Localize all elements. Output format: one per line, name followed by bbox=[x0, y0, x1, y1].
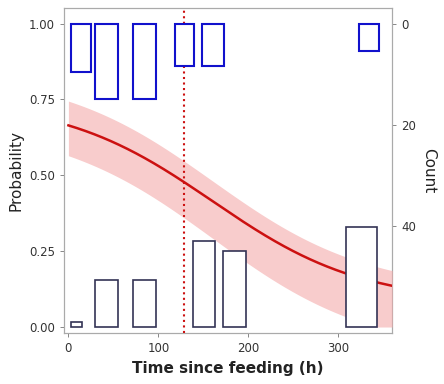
Bar bbox=[345, 227, 377, 327]
Bar bbox=[133, 280, 156, 327]
Bar bbox=[133, 23, 156, 99]
Bar bbox=[95, 280, 118, 327]
Bar bbox=[71, 23, 91, 72]
Y-axis label: Count: Count bbox=[420, 148, 436, 193]
X-axis label: Time since feeding (h): Time since feeding (h) bbox=[132, 361, 324, 376]
Bar bbox=[71, 323, 82, 327]
Bar bbox=[359, 23, 379, 51]
Bar bbox=[202, 23, 224, 66]
Bar bbox=[223, 250, 246, 327]
Bar bbox=[193, 240, 215, 327]
Y-axis label: Probability: Probability bbox=[8, 130, 24, 211]
Bar bbox=[95, 23, 118, 99]
Bar bbox=[174, 23, 194, 66]
